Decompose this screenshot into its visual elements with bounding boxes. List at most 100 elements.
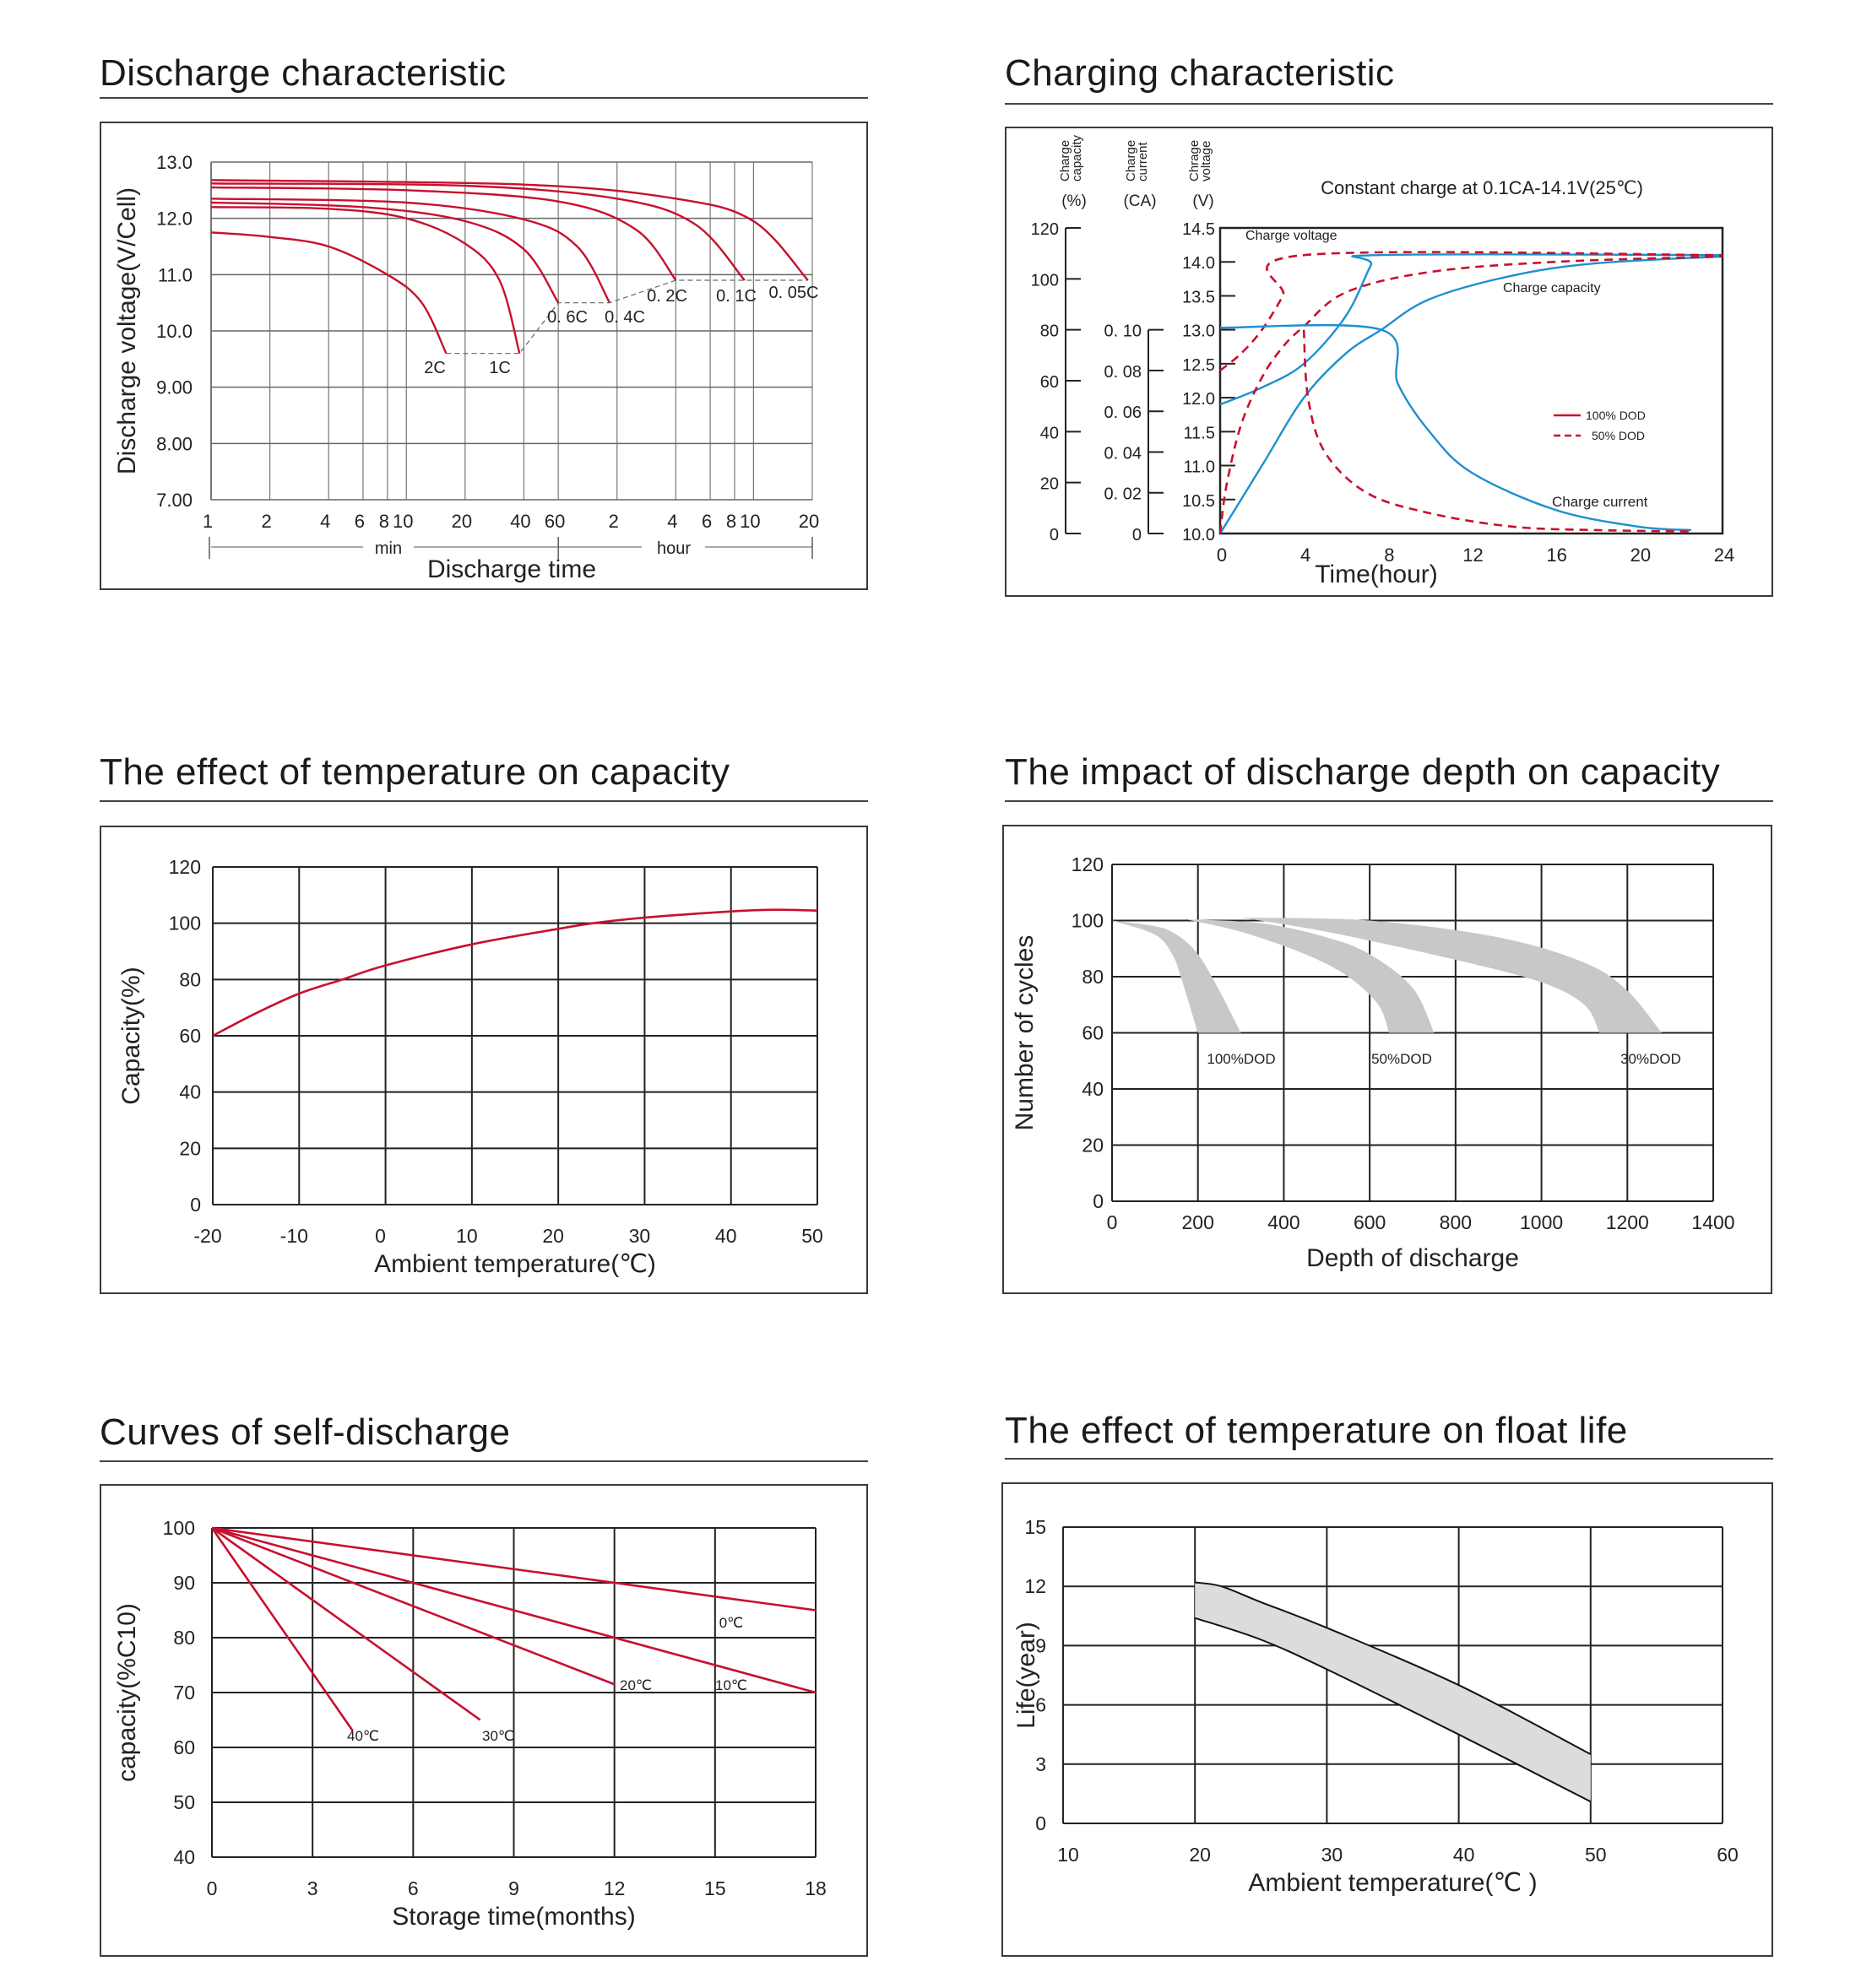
charging-capacity-tick-label: 0 — [1050, 526, 1059, 544]
charging-voltage-tick-label: 11.5 — [1184, 424, 1215, 442]
charging-title: Charging characteristic — [1005, 52, 1395, 94]
float-life-x-label: Ambient temperature(℃ ) — [1248, 1869, 1537, 1897]
temp-capacity-x-tick: -20 — [193, 1225, 221, 1247]
dod-x-tick: 200 — [1182, 1211, 1214, 1233]
charging-x-tick: 0 — [1217, 544, 1227, 566]
charging-series-5 — [1302, 329, 1691, 533]
self-discharge-y-tick: 40 — [173, 1846, 195, 1868]
charging-x-tick: 16 — [1546, 544, 1566, 566]
dod-x-tick: 400 — [1267, 1211, 1299, 1233]
float-life-x-tick: 20 — [1189, 1844, 1211, 1866]
discharge-curve-label: 0. 05C — [769, 284, 819, 302]
discharge-x-label: Discharge time — [427, 555, 596, 583]
discharge-x-tick: 1 — [203, 511, 213, 532]
dod-x-label: Depth of discharge — [1306, 1244, 1519, 1272]
charging-axis-header: Charge — [1124, 140, 1138, 181]
discharge-curve-label: 1C — [489, 359, 511, 377]
self-discharge-y-tick: 50 — [173, 1791, 195, 1813]
charging-current-tick-label: 0. 06 — [1104, 404, 1142, 422]
float-life-y-tick: 12 — [1024, 1575, 1046, 1597]
discharge-curve-1C — [210, 206, 521, 354]
dod-y-tick: 0 — [1093, 1190, 1104, 1212]
dod-chart-frame — [1002, 825, 1772, 1294]
charging-voltage-tick-label: 13.5 — [1182, 288, 1215, 306]
discharge-x-tick: 4 — [320, 511, 330, 532]
dod-band-100%DOD — [1112, 920, 1241, 1033]
charging-voltage-tick-label: 10.5 — [1182, 492, 1215, 511]
dod-x-tick: 1000 — [1520, 1211, 1563, 1233]
float-life-y-tick: 15 — [1024, 1516, 1046, 1538]
charging-curve-label: Charge voltage — [1245, 229, 1337, 243]
discharge-curve-label: 0. 6C — [547, 308, 588, 327]
float-life-y-tick: 6 — [1035, 1694, 1046, 1716]
discharge-y-tick: 7.00 — [156, 490, 193, 511]
dod-band-50%DOD — [1185, 918, 1435, 1033]
charging-series-4 — [1219, 323, 1691, 532]
discharge-x-tick: 10 — [740, 511, 760, 532]
charging-current-tick-label: 0 — [1132, 526, 1142, 544]
charging-axis-header: current — [1136, 141, 1150, 181]
discharge-y-tick: 11.0 — [158, 264, 193, 285]
discharge-hour-label: hour — [657, 539, 691, 558]
self-discharge-x-tick: 6 — [408, 1877, 419, 1899]
self-discharge-line — [211, 1526, 616, 1686]
self-discharge-y-tick: 70 — [173, 1682, 195, 1704]
self-discharge-y-tick: 90 — [173, 1572, 195, 1594]
self-discharge-y-tick: 80 — [173, 1627, 195, 1649]
charging-x-tick: 24 — [1714, 544, 1734, 566]
charging-voltage-tick-label: 14.0 — [1182, 254, 1215, 273]
discharge-curve-0_2C — [210, 186, 677, 281]
self-discharge-y-tick: 60 — [173, 1736, 195, 1758]
discharge-x-tick: 8 — [379, 511, 389, 532]
charging-voltage-tick-label: 12.5 — [1182, 356, 1215, 375]
charging-axis-unit: (CA) — [1123, 192, 1156, 210]
temp-capacity-x-tick: -10 — [280, 1225, 308, 1247]
dod-x-tick: 1400 — [1691, 1211, 1734, 1233]
float-life-x-tick: 50 — [1585, 1844, 1607, 1866]
self-discharge-y-tick: 100 — [163, 1517, 195, 1539]
discharge-x-tick: 8 — [726, 511, 736, 532]
discharge-y-tick: 10.0 — [156, 321, 193, 342]
self-discharge-title: Curves of self-discharge — [100, 1411, 511, 1453]
self-discharge-x-tick: 3 — [307, 1877, 318, 1899]
dod-y-tick: 120 — [1072, 853, 1104, 875]
float-life-y-tick: 9 — [1035, 1634, 1046, 1656]
charging-capacity-tick-label: 80 — [1040, 322, 1059, 341]
charging-voltage-tick-label: 11.0 — [1184, 458, 1215, 477]
charging-capacity-tick-label: 100 — [1031, 271, 1059, 290]
temp-capacity-y-tick: 0 — [190, 1194, 201, 1216]
dod-x-tick: 800 — [1440, 1211, 1472, 1233]
self-discharge-x-tick: 0 — [207, 1877, 218, 1899]
self-discharge-x-label: Storage time(months) — [392, 1903, 635, 1931]
charging-capacity-tick-label: 40 — [1040, 424, 1059, 442]
dod-x-tick: 600 — [1354, 1211, 1386, 1233]
discharge-curve-0_1C — [210, 182, 746, 281]
discharge-y-tick: 9.00 — [156, 377, 193, 398]
temp-capacity-y-tick: 80 — [179, 968, 201, 990]
charging-curve-label: Charge current — [1552, 494, 1648, 510]
temp-capacity-title: The effect of temperature on capacity — [100, 751, 730, 793]
temp-capacity-x-label: Ambient temperature(℃) — [374, 1250, 656, 1278]
discharge-curve-2C — [210, 231, 448, 355]
self-discharge-line — [210, 1527, 354, 1732]
self-discharge-x-tick: 9 — [508, 1877, 519, 1899]
dod-y-tick: 40 — [1082, 1078, 1104, 1100]
temp-capacity-x-tick: 20 — [542, 1225, 564, 1247]
discharge-x-tick: 2 — [609, 511, 619, 532]
charging-axis-unit: (V) — [1192, 192, 1213, 210]
discharge-y-tick: 12.0 — [156, 209, 193, 230]
discharge-x-tick: 6 — [355, 511, 365, 532]
float-life-title: The effect of temperature on float life — [1005, 1410, 1628, 1451]
float-life-title-rule — [1005, 1458, 1773, 1460]
discharge-x-tick: 2 — [261, 511, 271, 532]
temp-capacity-title-rule — [100, 800, 868, 802]
float-life-x-tick: 40 — [1453, 1844, 1475, 1866]
discharge-x-tick: 4 — [667, 511, 677, 532]
discharge-curve-0_6C — [210, 201, 560, 304]
charging-axis-header: capacity — [1070, 134, 1084, 181]
charging-chart-frame — [1005, 127, 1773, 597]
charging-current-tick-label: 0. 10 — [1104, 322, 1142, 341]
discharge-curve-label: 0. 2C — [647, 287, 687, 306]
dod-x-tick: 1200 — [1606, 1211, 1649, 1233]
self-discharge-title-rule — [100, 1460, 868, 1462]
